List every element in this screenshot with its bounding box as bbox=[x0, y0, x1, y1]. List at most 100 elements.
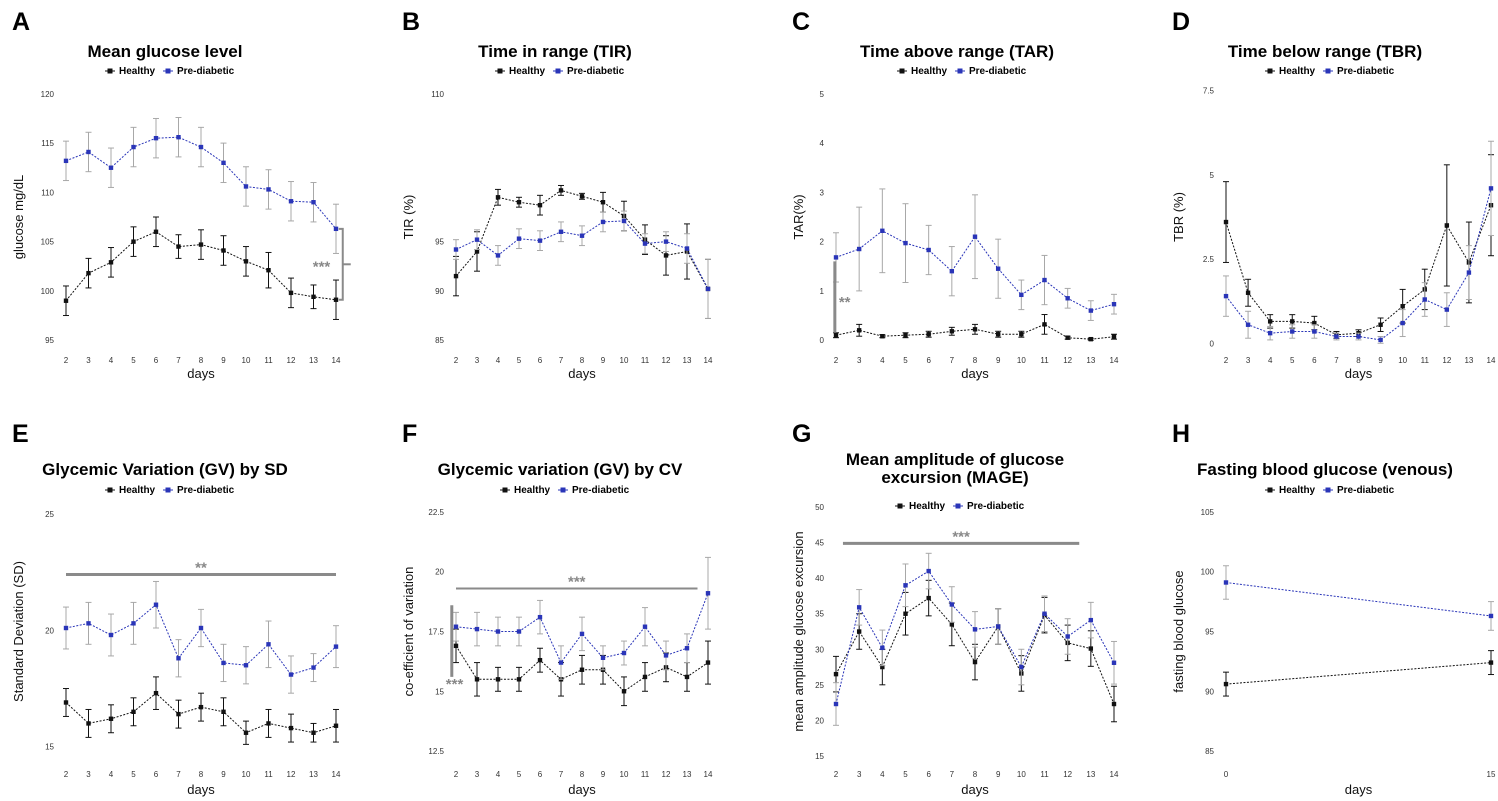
data-point bbox=[949, 329, 955, 334]
panel-letter: D bbox=[1172, 8, 1190, 36]
data-point bbox=[1334, 334, 1339, 339]
data-point bbox=[1444, 307, 1450, 312]
significance-label: *** bbox=[313, 258, 331, 275]
x-tick-label: 7 bbox=[176, 770, 181, 779]
data-point bbox=[1111, 334, 1117, 339]
y-tick-label: 105 bbox=[1201, 508, 1215, 517]
x-tick-label: 11 bbox=[641, 356, 650, 365]
data-point bbox=[333, 226, 339, 232]
data-point bbox=[926, 247, 931, 253]
data-point bbox=[86, 721, 91, 726]
y-tick-label: 120 bbox=[41, 90, 55, 99]
data-point bbox=[176, 711, 181, 717]
data-point bbox=[1466, 270, 1472, 275]
y-tick-label: 115 bbox=[41, 139, 54, 148]
data-point bbox=[1088, 308, 1094, 313]
x-tick-label: 4 bbox=[496, 770, 501, 779]
x-tick-label: 9 bbox=[601, 770, 606, 779]
data-point bbox=[705, 660, 711, 665]
data-point bbox=[86, 621, 91, 626]
data-point bbox=[579, 233, 585, 238]
x-tick-label: 14 bbox=[1110, 356, 1119, 365]
series-line bbox=[1225, 205, 1492, 336]
x-tick-label: 5 bbox=[903, 356, 908, 365]
data-point bbox=[880, 645, 885, 651]
data-point bbox=[663, 239, 669, 244]
series-prediabetic bbox=[1223, 565, 1494, 631]
data-point bbox=[453, 624, 459, 629]
x-tick-label: 10 bbox=[1017, 770, 1026, 779]
legend-label-prediabetic: Pre-diabetic bbox=[969, 66, 1027, 77]
data-point bbox=[266, 642, 271, 647]
chart-title: Glycemic variation (GV) by CV bbox=[438, 460, 683, 479]
x-tick-label: 6 bbox=[1312, 356, 1317, 365]
data-point bbox=[1290, 319, 1295, 324]
y-tick-label: 2 bbox=[820, 238, 825, 247]
data-point bbox=[495, 195, 501, 200]
panel-letter: C bbox=[792, 8, 810, 36]
x-tick-label: 8 bbox=[1356, 356, 1361, 365]
x-tick-label: 13 bbox=[1086, 770, 1095, 779]
data-point bbox=[949, 622, 955, 627]
x-tick-label: 6 bbox=[154, 356, 159, 365]
data-point bbox=[558, 229, 564, 234]
x-axis-label: days bbox=[568, 366, 596, 381]
x-tick-label: 4 bbox=[880, 356, 885, 365]
data-point bbox=[474, 677, 480, 682]
data-point bbox=[266, 187, 271, 192]
data-point bbox=[1400, 304, 1405, 309]
data-point bbox=[856, 629, 862, 634]
y-axis-label: TAR(%) bbox=[791, 194, 806, 239]
x-tick-label: 3 bbox=[475, 356, 480, 365]
y-tick-label: 85 bbox=[435, 336, 444, 345]
significance-bracket bbox=[338, 227, 344, 301]
y-tick-label: 50 bbox=[815, 503, 824, 512]
significance-label: ** bbox=[839, 294, 851, 311]
panel-letter: H bbox=[1172, 420, 1190, 448]
x-tick-label: 5 bbox=[903, 770, 908, 779]
x-axis-label: days bbox=[568, 782, 596, 797]
data-point bbox=[311, 665, 316, 670]
data-point bbox=[558, 660, 564, 665]
data-point bbox=[516, 236, 522, 241]
legend-label-prediabetic: Pre-diabetic bbox=[1337, 66, 1395, 77]
data-point bbox=[995, 624, 1001, 629]
x-tick-label: 6 bbox=[538, 770, 543, 779]
data-point bbox=[621, 689, 627, 694]
y-tick-label: 25 bbox=[815, 681, 824, 690]
y-tick-label: 20 bbox=[815, 716, 824, 725]
y-tick-label: 22.5 bbox=[428, 508, 444, 517]
significance-annotation: ** bbox=[833, 261, 851, 333]
data-point bbox=[1088, 646, 1094, 651]
x-tick-label: 10 bbox=[1398, 356, 1407, 365]
data-point bbox=[1290, 329, 1295, 334]
x-tick-label: 14 bbox=[1110, 770, 1119, 779]
legend-label-healthy: Healthy bbox=[909, 501, 946, 512]
y-axis-label: fasting blood glucose bbox=[1171, 570, 1186, 692]
y-axis-label: co-efficient of variation bbox=[401, 567, 416, 697]
legend: Healthy Pre-diabetic bbox=[500, 485, 630, 496]
data-point bbox=[949, 602, 955, 607]
series-prediabetic bbox=[453, 556, 711, 680]
y-tick-label: 5 bbox=[1210, 171, 1215, 180]
panel-letter: F bbox=[402, 420, 417, 448]
data-point bbox=[198, 242, 204, 247]
legend-label-healthy: Healthy bbox=[1279, 66, 1316, 77]
x-axis-label: days bbox=[961, 782, 989, 797]
legend-marker-prediabetic bbox=[165, 68, 171, 74]
data-point bbox=[537, 238, 543, 243]
data-point bbox=[579, 667, 585, 672]
x-tick-label: 12 bbox=[1063, 770, 1072, 779]
x-tick-label: 3 bbox=[857, 356, 862, 365]
data-point bbox=[949, 268, 955, 274]
panel-f: F Glycemic variation (GV) by CV Healthy Pre… bbox=[401, 420, 713, 797]
y-axis-label: TIR (%) bbox=[401, 195, 416, 240]
legend-marker-prediabetic bbox=[555, 68, 561, 74]
data-point bbox=[903, 240, 908, 246]
legend-marker-healthy bbox=[107, 487, 113, 493]
data-point bbox=[153, 229, 159, 234]
x-tick-label: 11 bbox=[641, 770, 650, 779]
legend: Healthy Pre-diabetic bbox=[105, 485, 235, 496]
x-tick-label: 7 bbox=[559, 356, 564, 365]
data-point bbox=[198, 625, 204, 631]
